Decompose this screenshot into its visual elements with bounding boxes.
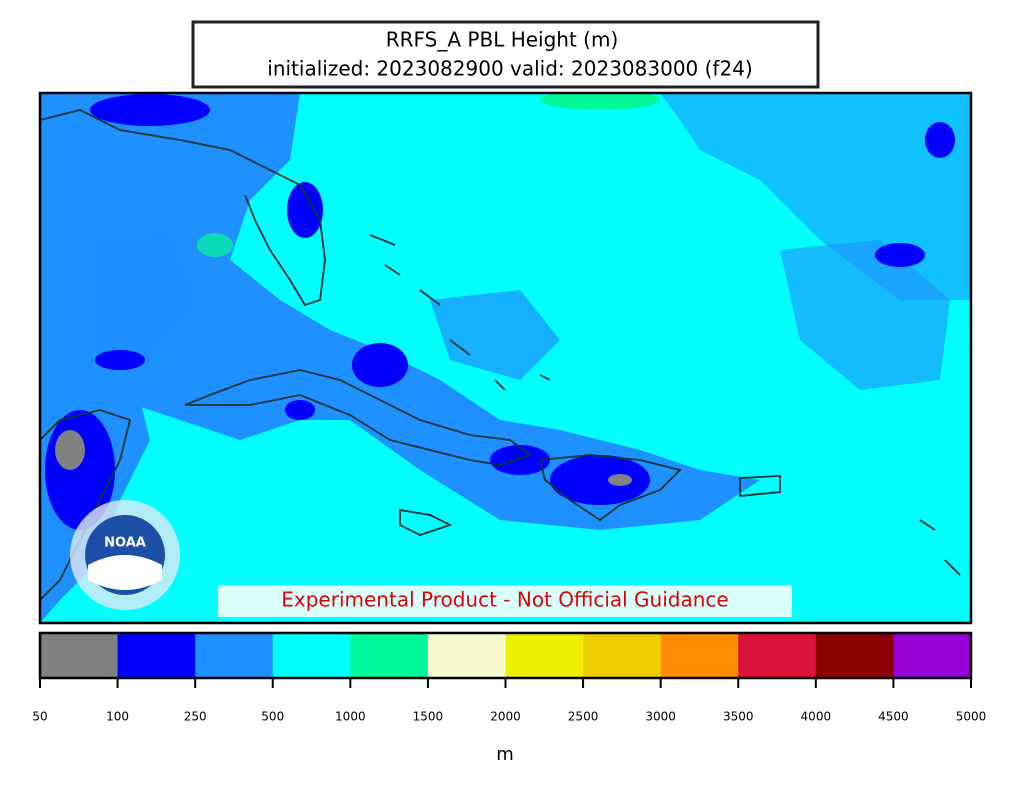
colorbar-segment: [117, 633, 196, 678]
colorbar-segment: [505, 633, 584, 678]
colorbar-segment: [427, 633, 506, 678]
notice: Experimental Product - Not Official Guid…: [281, 588, 728, 612]
colorbar-segment: [738, 633, 817, 678]
colorbar-segment: [660, 633, 739, 678]
colorbar-tick-label: 500: [261, 710, 284, 724]
logo-text: NOAA: [104, 536, 146, 551]
colorbar-tick-label: 3000: [645, 710, 676, 724]
colorbar-segment: [40, 633, 119, 678]
field-1000-1500: [197, 233, 233, 257]
colorbar-label: m: [496, 744, 514, 765]
colorbar-segment: [893, 633, 972, 678]
colorbar-tick-label: 2500: [568, 710, 599, 724]
field-1000-1500: [540, 93, 660, 110]
field-100-250: [45, 94, 955, 530]
colorbar-tick-label: 3500: [723, 710, 754, 724]
colorbar-tick-label: 4000: [801, 710, 832, 724]
field-250-500: [40, 93, 971, 623]
notice-box: [218, 585, 792, 617]
colorbar-tick-label: 5000: [956, 710, 987, 724]
field-50-100: [55, 430, 632, 486]
colorbar: 50 100 250 500 1000 1500 2000 2500 3000 3500 4000 4…: [32, 631, 987, 724]
colorbar-tick-label: 1500: [413, 710, 444, 724]
colorbar-tick-label: 250: [184, 710, 207, 724]
colorbar-tick-label: 1000: [335, 710, 366, 724]
coastlines: [40, 109, 961, 601]
colorbar-tick-label: 2000: [490, 710, 521, 724]
colorbar-segment: [195, 633, 274, 678]
colorbar-tick-label: 100: [106, 710, 129, 724]
colorbar-segment: [272, 633, 351, 678]
colorbar-tick-label: 50: [32, 710, 47, 724]
title-box: [191, 20, 820, 89]
noaa-logo: NOAA: [70, 500, 180, 610]
map: NOAA Experimental Product - Not Official…: [40, 93, 971, 623]
colorbar-segment: [350, 633, 429, 678]
colorbar-tick-label: 4500: [878, 710, 909, 724]
map-frame: [38, 91, 973, 625]
colorbar-segment: [583, 633, 662, 678]
title-line: initialized: 2023082900 valid: 202308300…: [267, 57, 752, 81]
title-line: RRFS_A PBL Height (m): [386, 28, 619, 52]
colorbar-segment: [815, 633, 894, 678]
